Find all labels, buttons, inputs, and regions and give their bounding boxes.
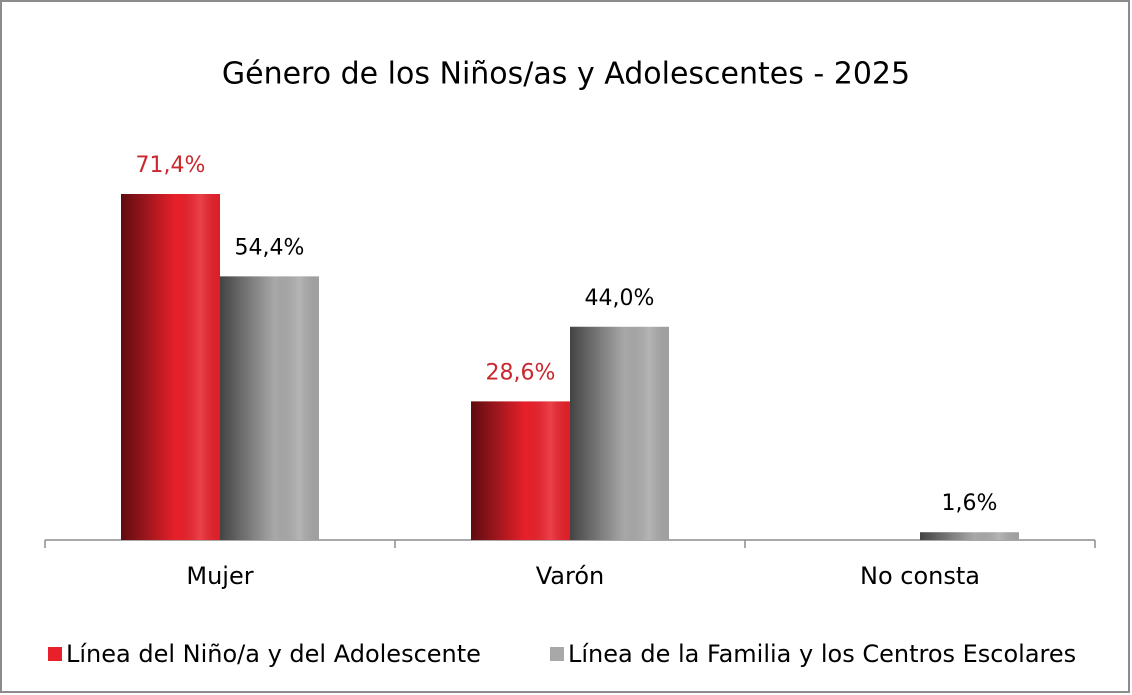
legend-swatch	[550, 647, 564, 661]
legend-label: Línea del Niño/a y del Adolescente	[66, 640, 481, 668]
legend-label: Línea de la Familia y los Centros Escola…	[568, 640, 1076, 668]
data-label: 1,6%	[942, 491, 998, 516]
data-label: 28,6%	[486, 360, 556, 385]
chart-title: Género de los Niños/as y Adolescentes - …	[222, 57, 910, 92]
data-label: 71,4%	[136, 153, 206, 178]
x-tick-label: Mujer	[186, 562, 253, 590]
bar-shade	[471, 401, 570, 540]
bar-shade	[920, 532, 1019, 540]
data-label: 54,4%	[235, 235, 305, 260]
bar-shade	[121, 193, 220, 540]
data-label: 44,0%	[585, 286, 655, 311]
x-tick-label: Varón	[536, 562, 605, 590]
bar-shade	[220, 276, 319, 540]
bar-shade	[570, 326, 669, 540]
x-tick-label: No consta	[860, 562, 980, 590]
legend-swatch	[48, 647, 62, 661]
